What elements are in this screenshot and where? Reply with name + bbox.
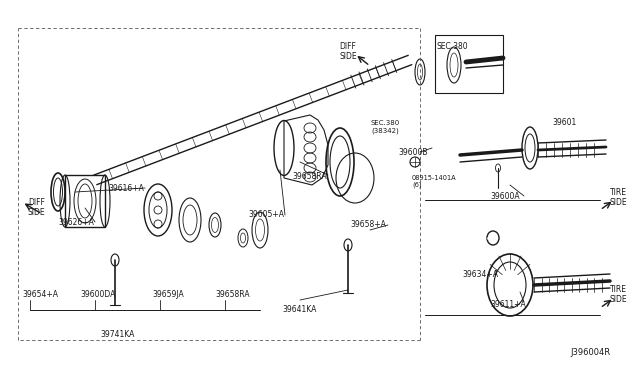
Text: 39616+A: 39616+A	[108, 184, 144, 193]
Text: DIFF
SIDE: DIFF SIDE	[339, 42, 357, 61]
Text: SEC.380
(38342): SEC.380 (38342)	[371, 120, 399, 134]
Text: 39600A: 39600A	[490, 192, 520, 201]
Text: 39601: 39601	[553, 118, 577, 127]
Text: 39611+A: 39611+A	[490, 300, 525, 309]
Text: 39654+A: 39654+A	[22, 290, 58, 299]
Text: 39600B: 39600B	[398, 148, 428, 157]
Text: 39605+A: 39605+A	[248, 210, 284, 219]
Text: TIRE
SIDE: TIRE SIDE	[610, 285, 628, 304]
Text: 39741KA: 39741KA	[101, 330, 135, 339]
Ellipse shape	[111, 254, 119, 266]
Text: 39659JA: 39659JA	[152, 290, 184, 299]
Text: TIRE
SIDE: TIRE SIDE	[610, 188, 628, 208]
Text: 39626+A: 39626+A	[58, 218, 94, 227]
Text: 39658RA: 39658RA	[215, 290, 250, 299]
Text: 39658+A: 39658+A	[350, 220, 386, 229]
Ellipse shape	[344, 239, 352, 251]
Text: J396004R: J396004R	[570, 348, 610, 357]
Text: DIFF
SIDE: DIFF SIDE	[28, 198, 45, 217]
Text: 39634+A: 39634+A	[462, 270, 498, 279]
Bar	[435, 35, 503, 93]
Text: 39600DA: 39600DA	[80, 290, 115, 299]
Bar	[65, 175, 105, 227]
Text: SEC.380: SEC.380	[436, 42, 468, 51]
Text: 39658RA: 39658RA	[292, 172, 326, 181]
Text: 39641KA: 39641KA	[283, 305, 317, 314]
Text: 08915-1401A
(6): 08915-1401A (6)	[412, 175, 456, 189]
